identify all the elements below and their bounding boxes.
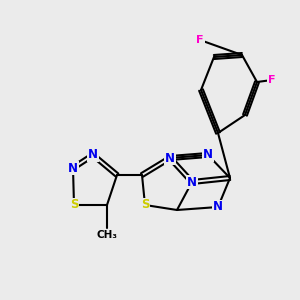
Text: F: F [196, 35, 204, 45]
Text: N: N [165, 152, 175, 164]
Text: N: N [187, 176, 197, 188]
Text: N: N [88, 148, 98, 161]
Text: N: N [68, 161, 78, 175]
Text: S: S [141, 199, 149, 212]
Text: S: S [70, 199, 78, 212]
Text: N: N [213, 200, 223, 214]
Text: F: F [268, 75, 276, 85]
Text: CH₃: CH₃ [97, 230, 118, 240]
Text: N: N [203, 148, 213, 161]
